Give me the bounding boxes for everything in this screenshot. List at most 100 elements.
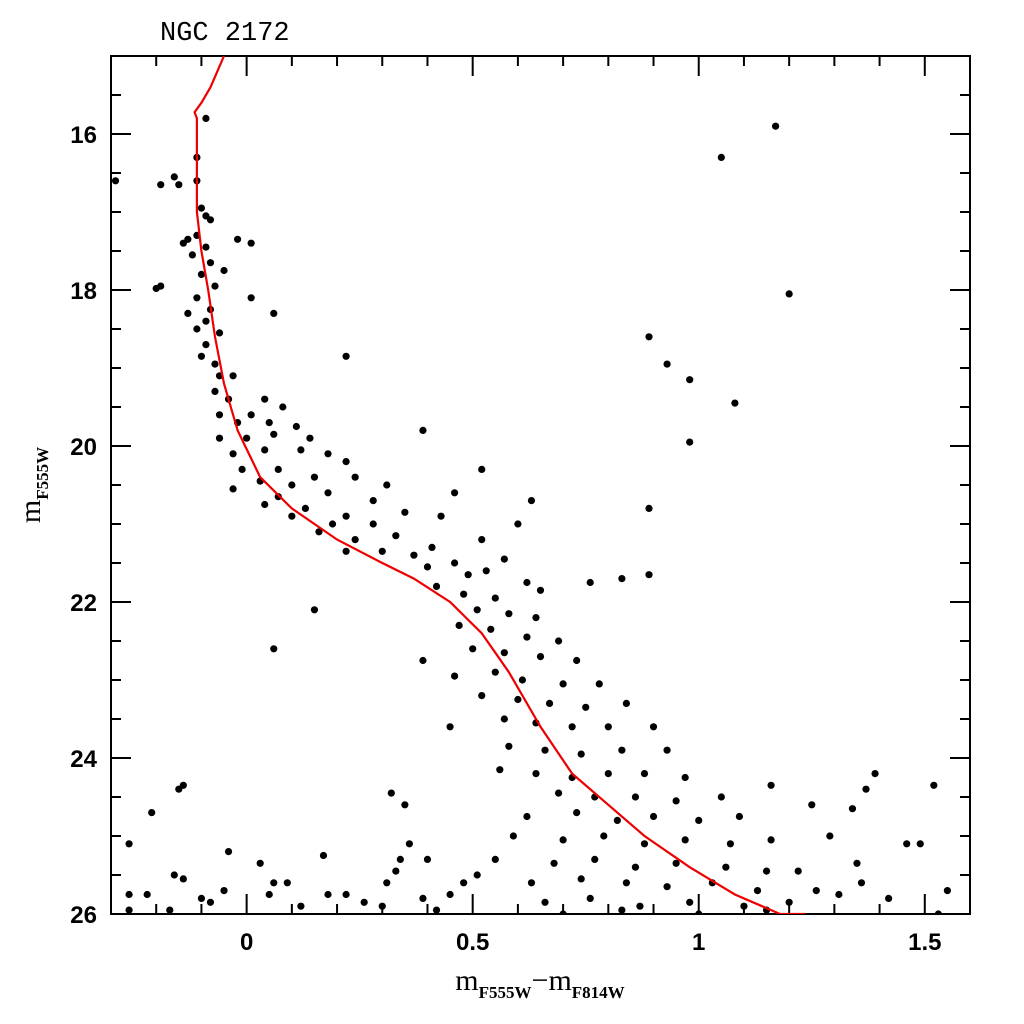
star-point xyxy=(197,270,206,278)
star-point xyxy=(663,883,671,891)
star-point xyxy=(785,290,793,298)
star-point xyxy=(491,594,499,602)
star-point xyxy=(229,485,237,493)
star-point xyxy=(577,875,585,883)
star-point xyxy=(514,695,522,704)
star-point xyxy=(306,434,314,442)
star-point xyxy=(663,746,671,754)
star-point xyxy=(491,668,499,676)
star-point xyxy=(383,879,391,887)
star-point xyxy=(125,890,133,899)
star-point xyxy=(224,848,233,856)
y-tick-label: 22 xyxy=(70,590,97,617)
star-point xyxy=(157,282,165,290)
star-point xyxy=(500,555,508,563)
star-point xyxy=(645,504,653,512)
star-point xyxy=(206,216,215,224)
star-point xyxy=(211,282,219,290)
star-point xyxy=(785,898,793,906)
star-point xyxy=(455,621,463,630)
y-axis-label: mF555W xyxy=(14,447,52,523)
star-point xyxy=(478,536,486,544)
star-point xyxy=(672,859,680,867)
star-point xyxy=(261,500,269,509)
star-point xyxy=(111,177,120,185)
star-point xyxy=(631,793,640,801)
star-point xyxy=(586,894,594,903)
star-point xyxy=(265,890,273,899)
star-point xyxy=(532,614,540,622)
star-point xyxy=(247,411,255,419)
star-point xyxy=(229,372,237,380)
y-tick-label: 18 xyxy=(70,278,97,305)
star-point xyxy=(649,723,658,731)
star-point xyxy=(170,173,178,181)
star-point xyxy=(197,352,206,360)
star-point xyxy=(125,840,133,848)
star-point xyxy=(369,520,377,528)
star-point xyxy=(500,715,508,723)
star-point xyxy=(206,898,215,906)
star-point xyxy=(460,879,468,887)
star-point xyxy=(206,259,215,267)
star-point xyxy=(342,352,350,360)
star-point xyxy=(148,809,156,817)
star-point xyxy=(767,781,775,789)
star-point xyxy=(618,906,626,914)
star-point xyxy=(645,333,653,341)
star-point xyxy=(649,812,658,821)
star-point xyxy=(428,543,436,552)
star-point xyxy=(862,785,870,793)
star-point xyxy=(202,341,210,349)
star-point xyxy=(170,871,178,879)
star-point xyxy=(541,746,549,754)
star-point xyxy=(274,465,282,473)
star-point xyxy=(591,855,599,864)
star-point xyxy=(166,906,174,914)
star-point xyxy=(288,512,296,520)
star-point xyxy=(351,473,359,481)
star-point xyxy=(451,559,459,567)
star-point xyxy=(419,426,427,434)
star-point xyxy=(934,910,942,914)
star-point xyxy=(509,832,517,840)
star-point xyxy=(695,910,703,914)
star-point xyxy=(541,898,549,906)
star-point xyxy=(672,797,680,805)
star-point xyxy=(595,680,603,688)
star-point xyxy=(681,773,689,782)
star-point xyxy=(496,766,504,774)
star-point xyxy=(582,703,590,711)
star-point xyxy=(193,294,201,302)
star-point xyxy=(179,781,187,789)
star-point xyxy=(573,809,581,817)
star-point xyxy=(885,894,893,903)
star-point xyxy=(211,387,219,395)
star-point xyxy=(392,532,400,540)
star-point xyxy=(310,473,319,481)
chart-title: NGC 2172 xyxy=(160,19,290,49)
star-point xyxy=(559,680,567,688)
star-point xyxy=(478,465,486,473)
star-point xyxy=(740,902,748,910)
star-point xyxy=(383,481,391,489)
star-point xyxy=(618,746,626,754)
star-point xyxy=(613,816,621,825)
plot-area xyxy=(111,56,951,914)
star-point xyxy=(663,360,671,368)
star-point xyxy=(261,446,269,454)
star-point xyxy=(636,902,644,910)
star-point xyxy=(396,855,404,864)
star-point xyxy=(193,325,201,333)
star-point xyxy=(731,399,739,407)
star-point xyxy=(753,887,762,895)
star-point xyxy=(600,832,608,840)
star-point xyxy=(523,633,531,641)
star-point xyxy=(378,547,386,555)
star-point xyxy=(229,450,237,458)
star-point xyxy=(179,875,187,883)
axis-label-subscript: F555W xyxy=(33,447,52,500)
star-point xyxy=(451,489,459,497)
